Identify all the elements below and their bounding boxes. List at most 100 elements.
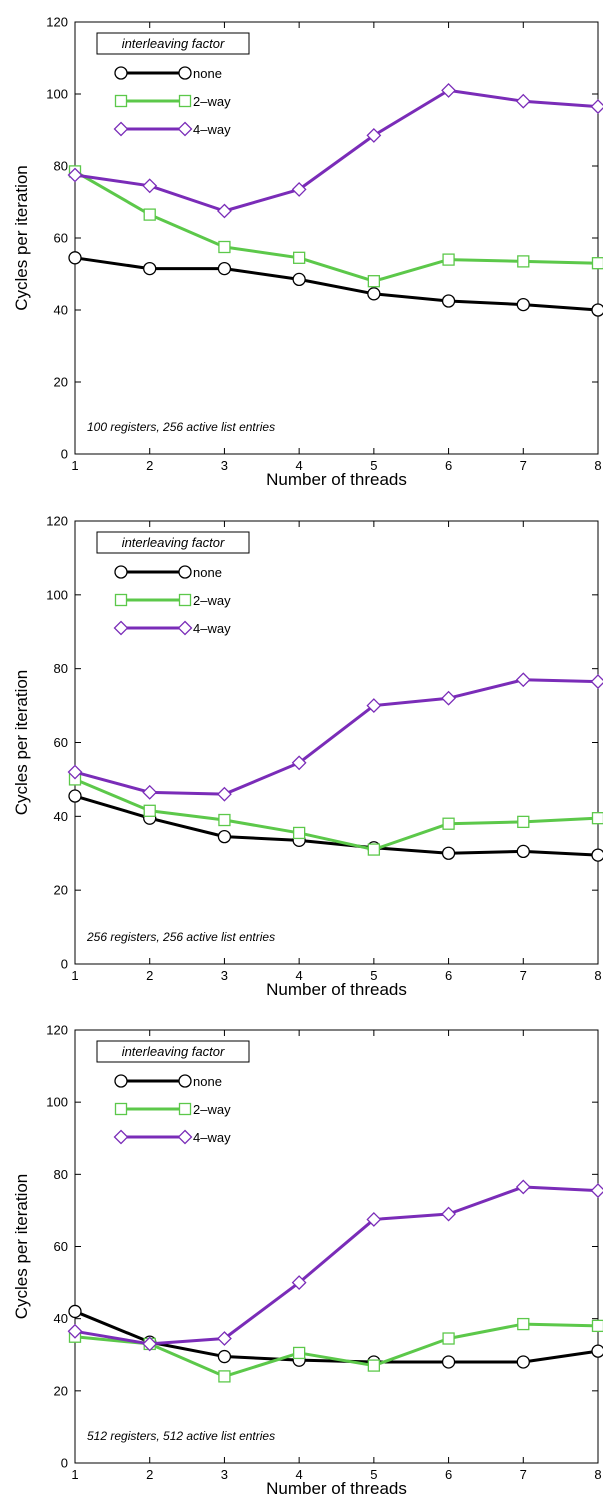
- y-tick-label: 0: [61, 1456, 68, 1471]
- legend-marker: [178, 1102, 192, 1116]
- legend: interleaving factor none 2–way 4–way: [96, 531, 250, 636]
- data-point: [515, 672, 531, 688]
- x-tick-label: 3: [221, 968, 228, 983]
- x-axis-title: Number of threads: [266, 1479, 407, 1498]
- legend-title-box: [96, 32, 250, 55]
- legend: interleaving factor none 2–way 4–way: [96, 32, 250, 137]
- data-point: [591, 848, 603, 862]
- series-diamond: [67, 82, 603, 219]
- x-tick-label: 6: [445, 968, 452, 983]
- data-point: [591, 1319, 603, 1333]
- data-point: [591, 257, 603, 270]
- data-point: [366, 127, 382, 143]
- data-point: [441, 82, 456, 98]
- x-tick-label: 2: [146, 968, 153, 983]
- legend-label: none: [193, 66, 222, 81]
- data-point: [590, 1183, 603, 1198]
- data-point: [591, 1344, 603, 1358]
- y-tick-label: 60: [54, 231, 68, 246]
- legend-marker: [177, 1129, 193, 1145]
- x-tick-label: 8: [594, 458, 601, 473]
- x-tick-label: 5: [370, 968, 377, 983]
- legend-label: 4–way: [193, 1130, 231, 1145]
- data-point: [515, 93, 531, 109]
- data-point: [366, 1212, 382, 1227]
- data-point: [442, 1332, 455, 1345]
- data-point: [292, 272, 306, 287]
- x-tick-label: 5: [370, 1467, 377, 1482]
- x-tick-label: 8: [594, 968, 601, 983]
- x-tick-label: 3: [221, 1467, 228, 1482]
- data-point: [516, 844, 530, 859]
- chart-panel-3: 0 20 40 60 80 100 120 1 2 3 4 5 6 7 8 Number of threads…: [12, 1023, 603, 1498]
- data-point: [591, 812, 603, 825]
- panel-annotation: 100 registers, 256 active list entries: [87, 420, 275, 434]
- data-point: [515, 1179, 531, 1195]
- legend-marker: [178, 1074, 192, 1088]
- data-point: [142, 1336, 158, 1352]
- series-circle: [68, 789, 603, 862]
- series-line: [74, 170, 599, 283]
- legend-label: 4–way: [193, 621, 231, 636]
- legend-marker: [178, 593, 192, 607]
- x-axis-title: Number of threads: [266, 470, 407, 489]
- y-tick-label: 40: [54, 809, 68, 824]
- data-point: [217, 829, 232, 844]
- legend-marker: [178, 66, 192, 80]
- legend-label: none: [193, 1074, 222, 1089]
- y-tick-label: 120: [46, 15, 68, 30]
- data-point: [516, 1355, 530, 1369]
- y-tick-label: 120: [46, 514, 68, 529]
- data-point: [218, 1370, 231, 1383]
- panel-annotation: 256 registers, 256 active list entries: [86, 930, 275, 944]
- legend-marker: [177, 620, 193, 636]
- y-tick-label: 80: [54, 159, 68, 174]
- x-tick-label: 6: [445, 1467, 452, 1482]
- legend-label: 2–way: [193, 94, 231, 109]
- data-point: [441, 1206, 456, 1222]
- data-point: [217, 203, 232, 219]
- x-tick-label: 4: [296, 968, 303, 983]
- data-point: [367, 287, 381, 301]
- legend-marker: [114, 593, 128, 607]
- data-point: [142, 178, 158, 194]
- data-point: [218, 813, 231, 827]
- y-tick-label: 80: [54, 1167, 68, 1182]
- x-tick-label: 1: [71, 1467, 78, 1482]
- legend-marker: [177, 121, 193, 137]
- data-point: [143, 804, 156, 817]
- data-point: [517, 255, 530, 268]
- data-point: [517, 1317, 530, 1331]
- data-point: [441, 1355, 456, 1369]
- y-tick-label: 120: [46, 1023, 68, 1038]
- legend-title: interleaving factor: [122, 1044, 225, 1059]
- y-tick-label: 40: [54, 303, 68, 318]
- series-diamond: [67, 1179, 603, 1352]
- data-point: [441, 846, 456, 860]
- y-tick-label: 100: [46, 1095, 68, 1110]
- legend-marker: [114, 66, 128, 80]
- data-point: [218, 240, 231, 254]
- data-point: [67, 1323, 83, 1339]
- y-tick-label: 100: [46, 587, 68, 602]
- data-point: [143, 208, 156, 221]
- x-tick-label: 8: [594, 1467, 601, 1482]
- x-tick-label: 3: [221, 458, 228, 473]
- legend: interleaving factor none 2–way 4–way: [96, 1040, 250, 1145]
- data-point: [366, 698, 382, 714]
- data-point: [291, 755, 307, 771]
- data-point: [291, 181, 307, 197]
- data-point: [67, 764, 83, 780]
- y-axis-title: Cycles per iteration: [12, 1174, 31, 1320]
- y-tick-label: 60: [54, 1239, 68, 1254]
- legend-label: 2–way: [193, 593, 231, 608]
- data-point: [441, 294, 456, 308]
- legend-label: 2–way: [193, 1102, 231, 1117]
- legend-marker: [178, 94, 192, 108]
- data-point: [590, 99, 603, 115]
- y-tick-label: 40: [54, 1311, 68, 1326]
- legend-marker: [178, 565, 192, 579]
- data-point: [217, 1331, 232, 1346]
- data-point: [591, 303, 603, 317]
